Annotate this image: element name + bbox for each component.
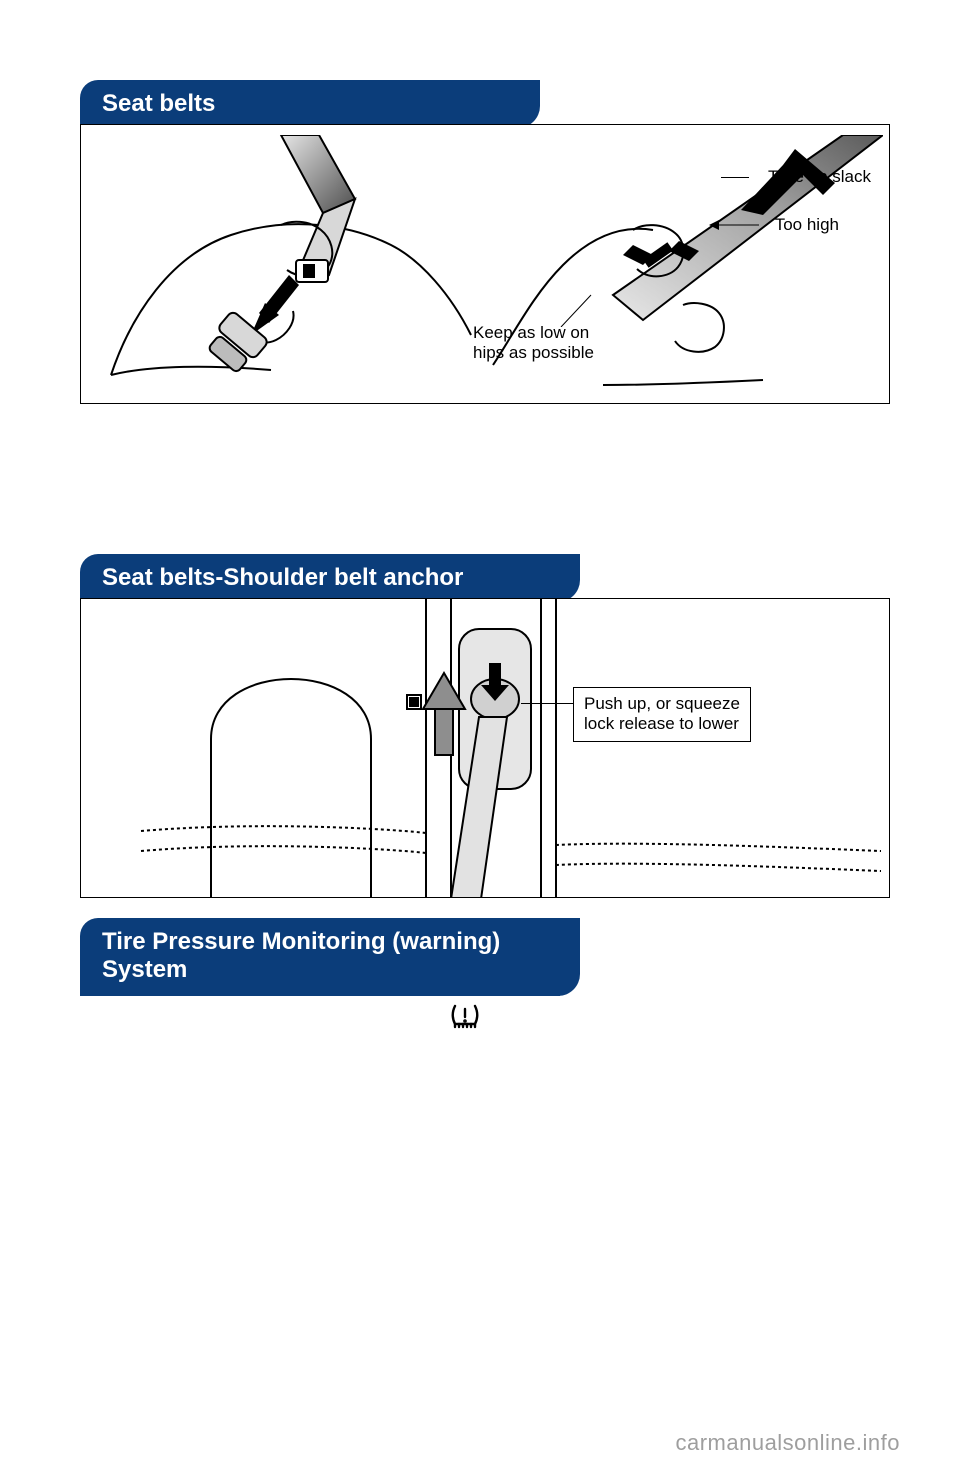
callout-text-l2: lock release to lower bbox=[584, 714, 739, 733]
section-title-shoulder-anchor: Seat belts-Shoulder belt anchor bbox=[80, 554, 560, 602]
figure-shoulder-anchor: Push up, or squeeze lock release to lowe… bbox=[80, 598, 890, 898]
callout-take-up-slack: Take up slack bbox=[768, 167, 871, 187]
figure-seat-belts: Take up slack Too high Keep as low on hi… bbox=[80, 124, 890, 404]
section-title-seat-belts: Seat belts bbox=[80, 80, 520, 128]
leader-line bbox=[721, 177, 749, 178]
watermark-text: carmanualsonline.info bbox=[675, 1430, 900, 1455]
section-title-tpms: Tire Pressure Monitoring (warning) Syste… bbox=[80, 918, 560, 996]
callout-text: Too high bbox=[775, 215, 839, 234]
tpms-warning-icon bbox=[450, 1002, 480, 1030]
callout-text: Take up slack bbox=[768, 167, 871, 186]
callout-too-high: Too high bbox=[775, 215, 839, 235]
title-text: Seat belts-Shoulder belt anchor bbox=[102, 564, 463, 591]
callout-push-up: Push up, or squeeze lock release to lowe… bbox=[573, 687, 751, 742]
title-text-l2: System bbox=[102, 956, 187, 983]
callout-text-l1: Push up, or squeeze bbox=[584, 694, 740, 713]
callout-text-l2: hips as possible bbox=[473, 343, 594, 362]
leader-line bbox=[553, 293, 593, 327]
leader-line bbox=[521, 703, 573, 704]
tpms-icon-row bbox=[450, 1002, 890, 1030]
leader-arrow bbox=[709, 217, 759, 233]
title-text-l1: Tire Pressure Monitoring (warning) bbox=[102, 928, 500, 955]
callout-keep-low: Keep as low on hips as possible bbox=[473, 323, 594, 364]
watermark: carmanualsonline.info bbox=[675, 1430, 900, 1456]
seatbelt-buckle-illustration bbox=[91, 135, 481, 395]
shoulder-anchor-illustration bbox=[81, 599, 881, 898]
title-text: Seat belts bbox=[102, 90, 215, 117]
